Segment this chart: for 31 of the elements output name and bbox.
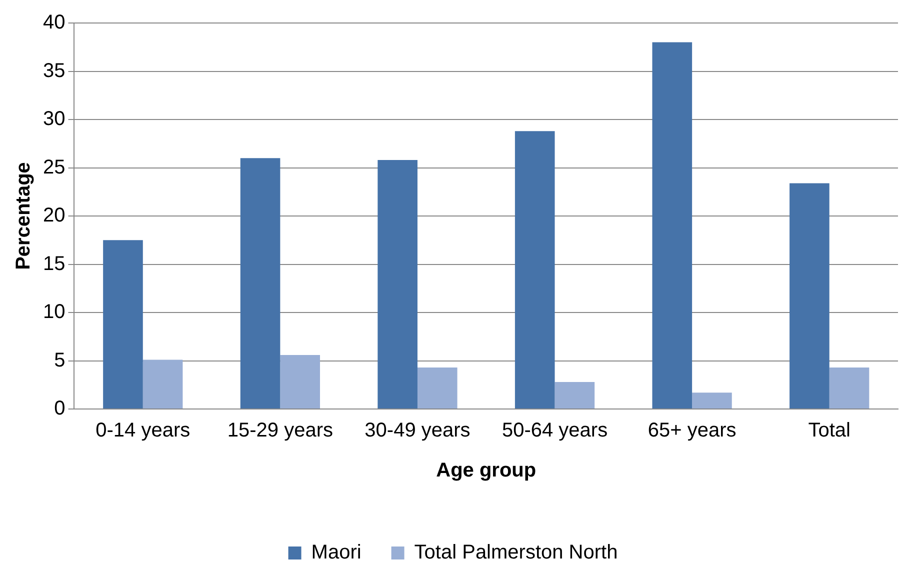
bar [103, 240, 143, 408]
y-tick-label: 15 [42, 252, 66, 275]
bar [790, 183, 830, 408]
x-tick-label: Total [808, 420, 850, 442]
legend-label: Maori [311, 542, 362, 564]
x-tick-label: 30-49 years [364, 420, 470, 442]
bar [692, 392, 732, 408]
bar [378, 160, 418, 408]
x-tick-label: 65+ years [648, 420, 736, 442]
bar [142, 360, 183, 408]
bar [514, 131, 555, 408]
bar [829, 368, 870, 408]
y-tick-label: 5 [54, 349, 66, 372]
x-tick-label: 0-14 years [96, 420, 190, 442]
y-tick-label: 20 [42, 204, 66, 227]
bar [652, 42, 692, 408]
x-tick-label: 15-29 years [227, 420, 333, 442]
bar [417, 368, 458, 408]
bar [280, 354, 320, 408]
legend-label: Total Palmerston North [414, 542, 618, 564]
y-tick-label: 40 [42, 12, 66, 34]
x-axis-title: Age group [436, 460, 536, 482]
y-tick-label: 30 [42, 108, 66, 130]
y-tick-label: 25 [42, 156, 66, 178]
y-tick-label: 0 [54, 398, 66, 420]
bar [240, 158, 280, 408]
bar [554, 382, 595, 408]
x-tick-label: 50-64 years [502, 420, 608, 442]
y-tick-label: 10 [42, 301, 66, 324]
y-tick-label: 35 [42, 60, 66, 82]
y-axis-title: Percentage [12, 162, 35, 270]
